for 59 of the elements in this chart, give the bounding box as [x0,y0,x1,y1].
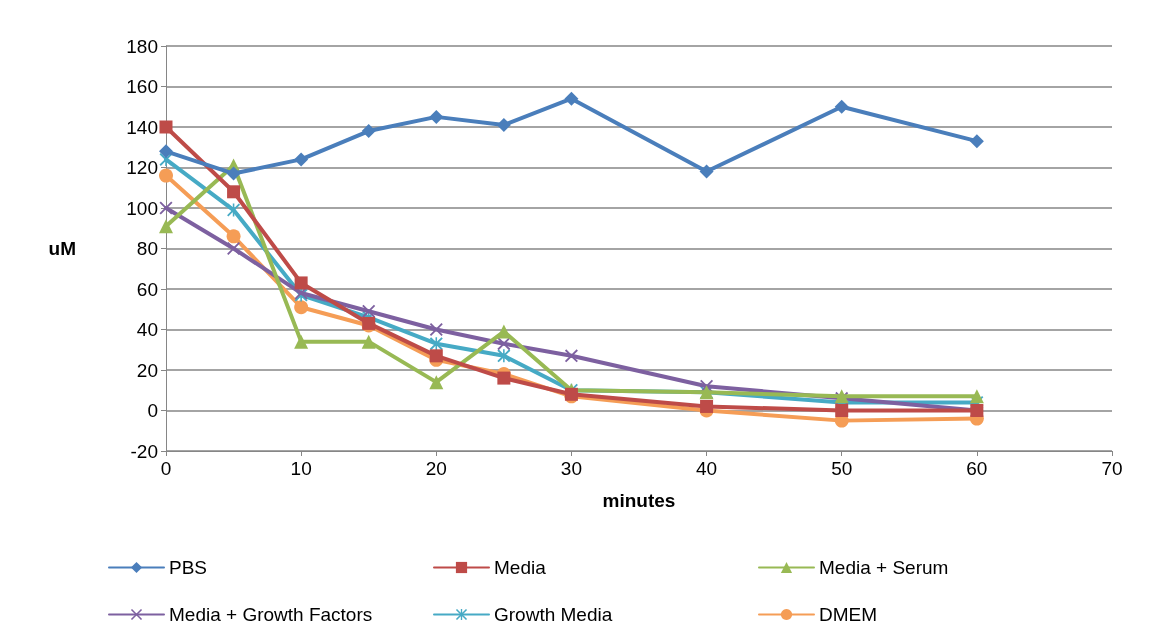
legend-label: PBS [169,557,208,578]
x-tick-label: 30 [560,458,582,479]
y-tick-label: 20 [136,359,158,381]
point [159,201,173,215]
point [699,164,714,179]
legend-label: Media [494,557,547,578]
point [429,109,444,124]
y-tick-label: 180 [126,35,158,57]
point [294,152,309,167]
x-tick-label: 0 [160,458,172,479]
point [361,124,376,139]
point [159,219,173,234]
y-tick-label: 140 [126,116,158,138]
legend-label: DMEM [819,604,878,625]
point [497,349,511,363]
y-tick-label: -20 [130,440,158,462]
y-tick-label: 120 [126,157,158,178]
point [159,168,173,183]
y-tick-label: 40 [136,319,158,340]
point [227,242,241,255]
x-tick-label: 50 [831,458,853,479]
point [497,371,511,385]
point [564,91,579,106]
y-tick-label: 60 [136,278,158,300]
y-tick-label: 0 [147,400,158,421]
point [834,99,849,114]
x-tick-label: 70 [1101,458,1123,479]
legend-label: Media + Serum [819,557,949,578]
x-tick-label: 20 [425,458,447,479]
point [429,375,444,390]
y-tick-label: 80 [136,238,158,259]
point [227,185,241,199]
point [226,166,241,181]
y-tick-label: 100 [126,197,158,219]
point [496,117,511,132]
legend-label: Media + Growth Factors [169,604,373,625]
y-tick-label: 160 [126,76,158,97]
point [294,300,309,315]
point [294,334,309,349]
legend-label: Growth Media [494,604,613,625]
point [496,324,511,339]
point [226,229,241,244]
point [835,404,849,417]
point [361,334,376,349]
point [429,349,443,363]
x-axis-title: minutes [602,490,676,511]
point [294,276,308,290]
x-tick-label: 10 [290,458,312,479]
point [969,389,984,404]
point [159,120,173,134]
point [564,349,578,363]
point [362,304,376,318]
point [429,323,443,336]
point [159,144,173,159]
y-axis-title: uM [48,238,76,259]
point [969,134,984,149]
point [700,399,714,413]
x-tick-label: 40 [696,458,718,479]
x-tick-label: 60 [966,458,988,479]
